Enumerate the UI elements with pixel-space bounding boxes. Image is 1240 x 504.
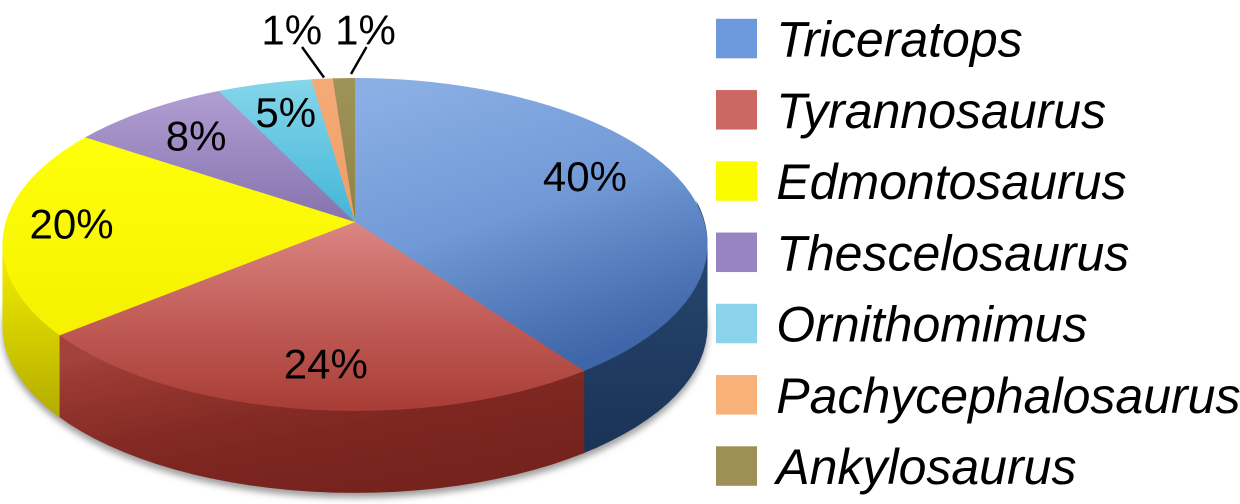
svg-text:Ornithomimus: Ornithomimus <box>776 297 1087 353</box>
svg-text:Ankylosaurus: Ankylosaurus <box>773 439 1076 495</box>
svg-text:1%: 1% <box>261 7 322 54</box>
svg-text:8%: 8% <box>166 112 227 159</box>
svg-text:Pachycephalosaurus: Pachycephalosaurus <box>776 368 1240 424</box>
svg-text:24%: 24% <box>284 340 368 387</box>
svg-text:5%: 5% <box>255 89 316 136</box>
svg-text:Tyrannosaurus: Tyrannosaurus <box>776 83 1106 139</box>
svg-text:40%: 40% <box>543 153 627 200</box>
svg-text:Edmontosaurus: Edmontosaurus <box>776 154 1126 210</box>
svg-text:Triceratops: Triceratops <box>776 12 1022 68</box>
svg-text:1%: 1% <box>335 7 396 54</box>
svg-text:Thescelosaurus: Thescelosaurus <box>776 225 1129 281</box>
svg-text:20%: 20% <box>30 200 114 247</box>
